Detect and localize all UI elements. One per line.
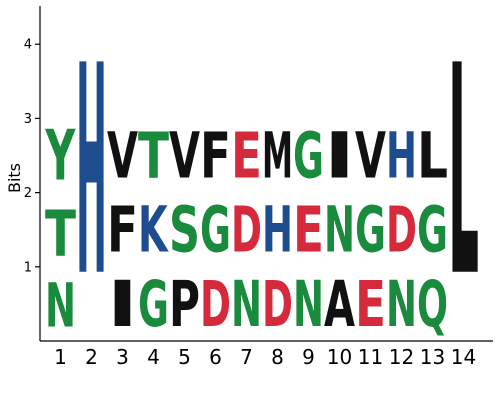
logo-letter: F <box>200 120 231 194</box>
logo-letter: G <box>293 120 324 193</box>
x-tick-label: 12 <box>389 345 414 369</box>
y-axis-title: Bits <box>5 163 24 193</box>
logo-letter: H <box>386 120 417 193</box>
logo-letter: H <box>76 4 107 341</box>
x-axis: 1 2 3 4 5 6 7 8 9 10 11 12 13 14 <box>40 340 493 369</box>
logo-letter: N <box>45 271 76 341</box>
logo-letter: D <box>386 194 417 267</box>
x-tick-label: 6 <box>209 345 222 369</box>
logo-letter: G <box>355 194 386 267</box>
logo-letter: G <box>200 194 231 267</box>
logo-letter: N <box>386 268 417 341</box>
x-tick-label: 1 <box>54 345 67 369</box>
x-tick-label: 14 <box>451 345 476 369</box>
logo-letter: F <box>107 194 138 268</box>
y-tick-label: 3 <box>24 112 32 127</box>
x-tick-label: 10 <box>327 345 352 369</box>
logo-letter: G <box>138 269 169 342</box>
logo-letter: D <box>262 269 293 342</box>
logo-letter: Y <box>45 115 77 197</box>
x-tick-label: 11 <box>358 345 383 369</box>
logo-letter: V <box>355 119 386 193</box>
x-tick-label: 7 <box>240 345 253 369</box>
logo-letter: L <box>448 4 479 340</box>
logo-letter: I <box>107 268 138 342</box>
logo-letter: E <box>355 268 386 342</box>
x-tick-label: 5 <box>178 345 191 369</box>
logo-letter: D <box>231 194 262 267</box>
logo-letter: E <box>293 194 324 268</box>
logo-letter: N <box>324 194 355 267</box>
x-tick-label: 13 <box>420 345 445 369</box>
logo-letter: M <box>262 119 293 193</box>
logo-letter: E <box>231 120 262 194</box>
y-tick-label: 2 <box>24 186 32 201</box>
x-tick-label: 8 <box>271 345 284 369</box>
logo-letter: D <box>200 269 231 342</box>
logo-letter: I <box>324 119 355 193</box>
x-tick-label: 2 <box>85 345 98 369</box>
logo-letter: S <box>169 193 200 267</box>
logo-letter: G <box>417 194 448 267</box>
logo-letter: N <box>231 268 262 341</box>
logo-letter: V <box>107 119 138 193</box>
logo-letter: L <box>417 120 448 193</box>
logo-letter: N <box>293 268 324 341</box>
logo-letter: V <box>169 119 200 193</box>
logo-letter: T <box>45 198 76 272</box>
logo-letter: Q <box>417 268 448 342</box>
x-tick-label: 9 <box>302 345 315 369</box>
x-tick-label: 3 <box>116 345 129 369</box>
y-tick-label: 4 <box>24 38 32 53</box>
logo-letter: K <box>138 193 169 267</box>
y-tick-label: 1 <box>24 260 32 275</box>
logo-letter: T <box>138 120 169 194</box>
x-tick-label: 4 <box>147 345 160 369</box>
logo-letter: A <box>324 267 355 341</box>
logo-letter: P <box>169 267 200 341</box>
logo-letter: H <box>262 194 293 267</box>
y-axis: 1 2 3 4 <box>24 6 41 341</box>
